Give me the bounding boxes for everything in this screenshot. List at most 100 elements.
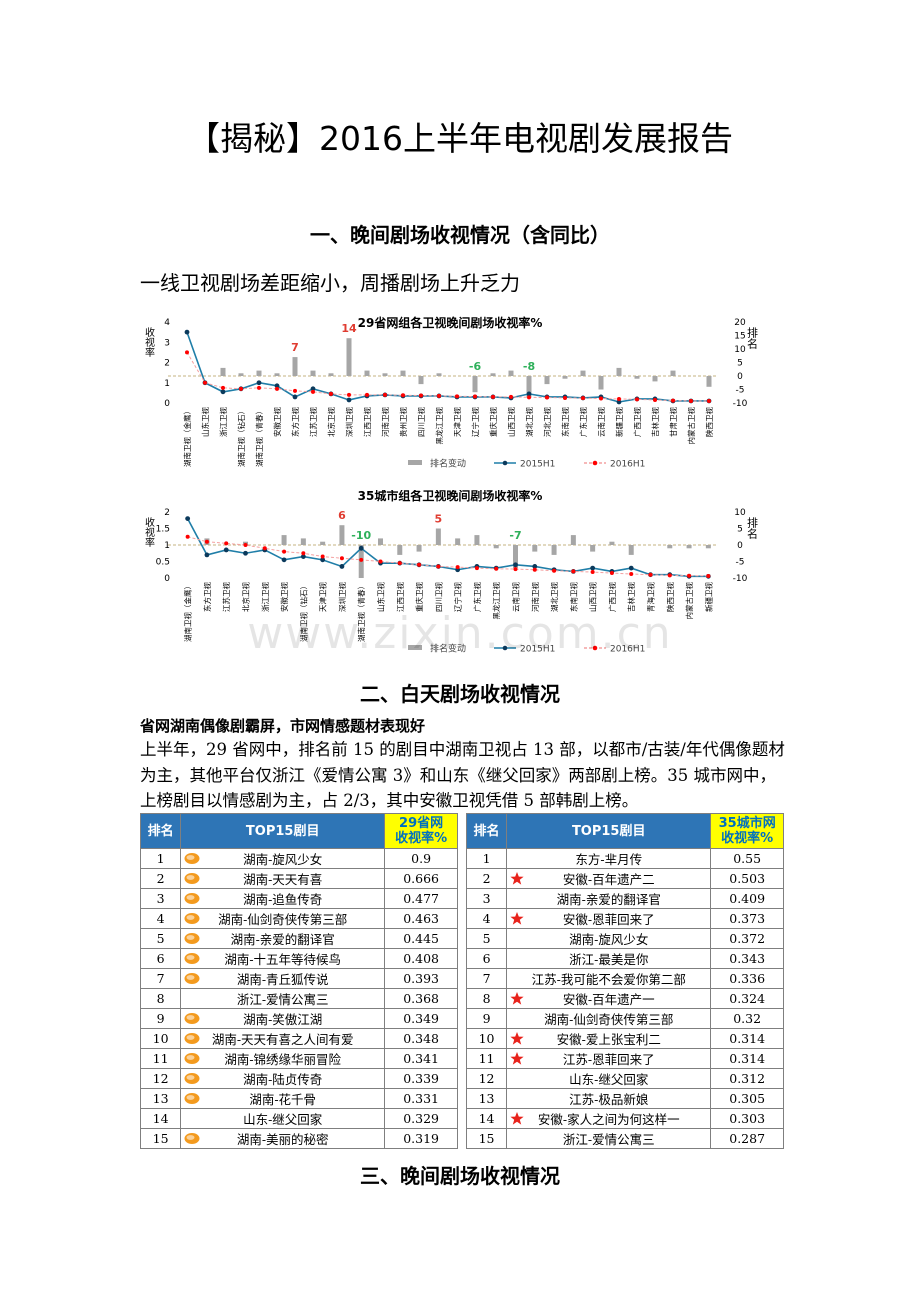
bar [256, 370, 262, 376]
bar [455, 538, 461, 545]
rank-cell: 9 [139, 1008, 182, 1029]
y2-tick-label: 10 [734, 508, 746, 518]
bar [274, 373, 280, 376]
doc-title: 【揭秘】2016上半年电视剧发展报告 [187, 119, 733, 158]
x-tick-label: 湖北卫视 [524, 407, 534, 437]
title-text: 湖南-天天有喜之人间有爱 [211, 1032, 354, 1047]
section-heading: 二、白天剧场收视情况 [360, 682, 560, 706]
rank-cell: 6 [465, 948, 508, 969]
title-cell: 湖南-锦绣缘华丽冒险 [180, 1048, 386, 1069]
title-text: 安徽-爱上张宝利二 [556, 1032, 661, 1047]
star-icon [510, 992, 524, 1005]
x-tick-label: 天津卫视 [318, 582, 328, 612]
bar [628, 545, 634, 555]
point [320, 554, 325, 559]
watermark: www.zixin.com.cn [247, 608, 673, 659]
title-cell: 浙江-最美是你 [506, 948, 712, 969]
bar [339, 525, 345, 545]
title-cell: 湖南-仙剑奇侠传第三部 [180, 908, 386, 929]
rank-cell: 12 [139, 1068, 182, 1089]
table-row: 12 湖南-陆贞传奇 0.339 [139, 1068, 458, 1089]
rank-cell: 15 [139, 1128, 182, 1149]
x-tick-label: 四川卫视 [433, 582, 443, 612]
point [590, 570, 595, 575]
rank-cell: 6 [139, 948, 182, 969]
point [437, 393, 441, 398]
title-cell: 浙江-爱情公寓三 [506, 1128, 712, 1149]
header-cell: TOP15剧目 [506, 813, 712, 849]
point [300, 554, 306, 559]
x-tick-label: 湖南卫视（青春） [356, 582, 366, 642]
y2-tick-label: 0 [737, 372, 743, 382]
point [707, 398, 711, 403]
x-tick-label: 湖南卫视（钻石） [236, 407, 246, 467]
table-row: 11 湖南-锦绣缘华丽冒险 0.341 [139, 1048, 458, 1069]
bar [435, 528, 441, 545]
y2-axis-title: 排名 [746, 516, 759, 539]
rating-cell: 0.9 [384, 848, 458, 869]
bar [382, 373, 388, 376]
x-tick-label: 东方卫视 [290, 407, 300, 437]
point [513, 567, 518, 572]
title-text: 浙江-最美是你 [569, 952, 649, 967]
rank-cell: 1 [139, 848, 182, 869]
ranking-table: 排名 TOP15剧目 29省网 收视率% 1 湖南-旋风少女 0.9 2 湖南-天天有喜 0.6… [139, 813, 458, 1149]
x-tick-label: 重庆卫视 [488, 407, 498, 437]
ranking-table: 排名 TOP15剧目 35城市网 收视率% 1 东方-芈月传 0.55 2 安徽-百年遗产二 0… [465, 813, 784, 1149]
point [494, 566, 499, 571]
point [262, 546, 267, 551]
title-text: 湖南-旋风少女 [243, 852, 323, 867]
table-row: 8 浙江-爱情公寓三 0.368 [139, 988, 458, 1009]
x-tick-label: 山东卫视 [200, 407, 210, 437]
legend-swatch [592, 460, 598, 466]
title-cell: 湖南-仙剑奇侠传第三部 [506, 1008, 712, 1029]
point [473, 394, 477, 399]
table-row: 15 浙江-爱情公寓三 0.287 [465, 1128, 784, 1149]
rank-cell: 7 [139, 968, 182, 989]
title-cell: 山东-继父回家 [180, 1108, 386, 1129]
rank-cell: 3 [465, 888, 508, 909]
table-row: 4 湖南-仙剑奇侠传第三部 0.463 [139, 908, 458, 929]
bar [493, 545, 499, 549]
table-row: 8 安徽-百年遗产一 0.324 [465, 988, 784, 1009]
table-row: 4 安徽-恩菲回来了 0.373 [465, 908, 784, 929]
rating-cell: 0.373 [710, 908, 784, 929]
point [359, 557, 364, 562]
point [628, 565, 634, 571]
x-tick-label: 湖南卫视（钻石） [298, 582, 308, 642]
bar [532, 545, 538, 552]
x-tick-label: 河南卫视 [530, 582, 540, 612]
data-label: 5 [435, 513, 443, 526]
channel-logo [184, 953, 200, 964]
y-tick-label: 2 [164, 359, 170, 369]
point [347, 392, 351, 397]
bar [474, 535, 480, 545]
bar [580, 370, 586, 376]
title-cell: 江苏-恩菲回来了 [506, 1048, 712, 1069]
title-cell: 湖南-天天有喜 [180, 868, 386, 889]
channel-logo [184, 1033, 200, 1044]
rank-cell: 10 [465, 1028, 508, 1049]
channel-logo [184, 1073, 200, 1084]
title-cell: 湖南-笑傲江湖 [180, 1008, 386, 1029]
rank-cell: 1 [465, 848, 508, 869]
title-text: 湖南-旋风少女 [569, 932, 649, 947]
point [571, 569, 576, 574]
rank-cell: 10 [139, 1028, 182, 1049]
title-text: 湖南-亲爱的翻译官 [230, 932, 335, 947]
point [609, 571, 614, 576]
table-row: 6 浙江-最美是你 0.343 [465, 948, 784, 969]
point [635, 397, 639, 402]
y-tick-label: 0.5 [156, 558, 170, 568]
rating-cell: 0.343 [710, 948, 784, 969]
point [220, 389, 226, 395]
x-tick-label: 云南卫视 [596, 407, 606, 437]
point [513, 562, 518, 568]
x-tick-label: 吉林卫视 [626, 582, 636, 612]
rating-cell: 0.477 [384, 888, 458, 909]
title-text: 湖南-青丘狐传说 [236, 972, 329, 987]
x-tick-label: 湖南卫视（金鹰） [182, 407, 192, 467]
table-row: 1 东方-芈月传 0.55 [465, 848, 784, 869]
point [365, 392, 369, 397]
x-tick-label: 山西卫视 [506, 407, 516, 437]
